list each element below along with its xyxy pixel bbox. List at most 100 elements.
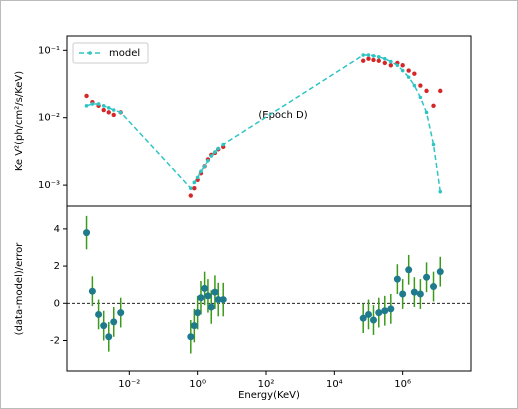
data-point bbox=[361, 58, 366, 63]
data-point bbox=[376, 55, 381, 59]
data-point bbox=[216, 146, 221, 151]
data-point bbox=[106, 110, 111, 115]
data-point bbox=[209, 154, 214, 158]
data-point bbox=[213, 150, 217, 154]
data-point bbox=[206, 158, 210, 163]
data-point bbox=[400, 63, 405, 68]
residual-point bbox=[214, 296, 222, 304]
residual-point bbox=[430, 283, 438, 291]
data-point bbox=[389, 59, 393, 64]
data-point bbox=[438, 88, 443, 94]
residual-point bbox=[105, 333, 113, 341]
y-tick-label: 10⁻¹ bbox=[38, 45, 60, 56]
residual-point bbox=[110, 318, 118, 326]
data-point bbox=[84, 93, 89, 99]
data-point bbox=[376, 58, 381, 63]
data-point bbox=[188, 193, 193, 198]
data-point bbox=[400, 68, 405, 73]
y-tick-label: 10⁻² bbox=[38, 113, 60, 124]
legend-box bbox=[72, 42, 149, 64]
plot-frame bbox=[66, 35, 472, 372]
legend-swatch-dot bbox=[88, 51, 92, 55]
data-point bbox=[202, 164, 207, 169]
data-point bbox=[221, 142, 226, 147]
data-point bbox=[84, 104, 89, 108]
x-tick-label: 10⁶ bbox=[394, 379, 411, 390]
data-point bbox=[188, 186, 193, 191]
data-point bbox=[406, 75, 411, 79]
data-point bbox=[192, 186, 197, 191]
residual-point bbox=[100, 322, 108, 330]
data-point bbox=[412, 83, 417, 88]
data-point bbox=[431, 103, 436, 109]
residual-point bbox=[381, 307, 389, 315]
data-point bbox=[199, 169, 203, 174]
data-point bbox=[366, 53, 371, 57]
data-point bbox=[371, 57, 376, 63]
x-tick-label: 10⁻² bbox=[118, 379, 140, 390]
x-axis-label: Energy(KeV) bbox=[238, 390, 300, 401]
residual-point bbox=[207, 303, 215, 311]
residual-point bbox=[88, 287, 96, 295]
data-point bbox=[438, 189, 443, 194]
data-point bbox=[388, 63, 394, 68]
data-point bbox=[118, 110, 123, 115]
y-tick-label: 0 bbox=[54, 298, 60, 309]
residual-point bbox=[201, 284, 209, 292]
data-point bbox=[361, 53, 366, 57]
residual-point bbox=[364, 310, 372, 318]
data-point bbox=[90, 102, 95, 106]
residual-point bbox=[194, 309, 202, 317]
y-tick-label: 4 bbox=[54, 224, 60, 235]
data-point bbox=[106, 106, 111, 110]
residual-point bbox=[387, 305, 395, 313]
residual-point bbox=[416, 290, 424, 298]
residual-point bbox=[369, 316, 377, 324]
residual-point bbox=[95, 310, 103, 318]
data-point bbox=[412, 71, 417, 76]
y-axis-label: (data-model)/error bbox=[14, 242, 25, 336]
data-point bbox=[418, 83, 423, 88]
data-point bbox=[424, 110, 429, 115]
data-point bbox=[406, 68, 411, 73]
data-point bbox=[101, 107, 106, 113]
annotation: (Epoch D) bbox=[258, 110, 307, 121]
residual-point bbox=[83, 229, 91, 237]
residual-point bbox=[197, 294, 205, 302]
residual-point bbox=[117, 309, 125, 317]
model-line bbox=[86, 54, 442, 192]
residual-point bbox=[375, 309, 383, 317]
residual-point bbox=[219, 296, 227, 304]
data-point bbox=[192, 180, 197, 185]
data-point bbox=[96, 102, 101, 106]
y-tick-label: -2 bbox=[50, 335, 60, 346]
data-point bbox=[431, 142, 436, 147]
y-axis-label: Ke V²(ph/cm²/s/KeV) bbox=[14, 71, 25, 171]
residual-point bbox=[204, 292, 212, 300]
data-point bbox=[111, 108, 116, 112]
data-point bbox=[424, 88, 429, 94]
residual-point bbox=[187, 333, 195, 341]
data-point bbox=[195, 175, 200, 180]
y-tick-label: 2 bbox=[54, 261, 60, 272]
residual-point bbox=[211, 288, 219, 296]
data-point bbox=[382, 56, 387, 61]
residual-point bbox=[359, 314, 367, 322]
data-point bbox=[395, 63, 400, 68]
x-tick-label: 10² bbox=[258, 379, 275, 390]
residual-point bbox=[410, 288, 418, 296]
data-point bbox=[371, 53, 376, 58]
x-tick-label: 10⁰ bbox=[189, 379, 206, 390]
data-point bbox=[418, 95, 423, 100]
residual-point bbox=[405, 266, 413, 274]
data-point bbox=[366, 56, 371, 61]
data-point bbox=[111, 112, 116, 118]
residual-point bbox=[393, 275, 401, 283]
residual-point bbox=[423, 273, 431, 281]
data-point bbox=[101, 104, 106, 108]
x-tick-label: 10⁴ bbox=[326, 379, 343, 390]
legend-label: model bbox=[109, 48, 140, 59]
residual-point bbox=[399, 290, 407, 298]
